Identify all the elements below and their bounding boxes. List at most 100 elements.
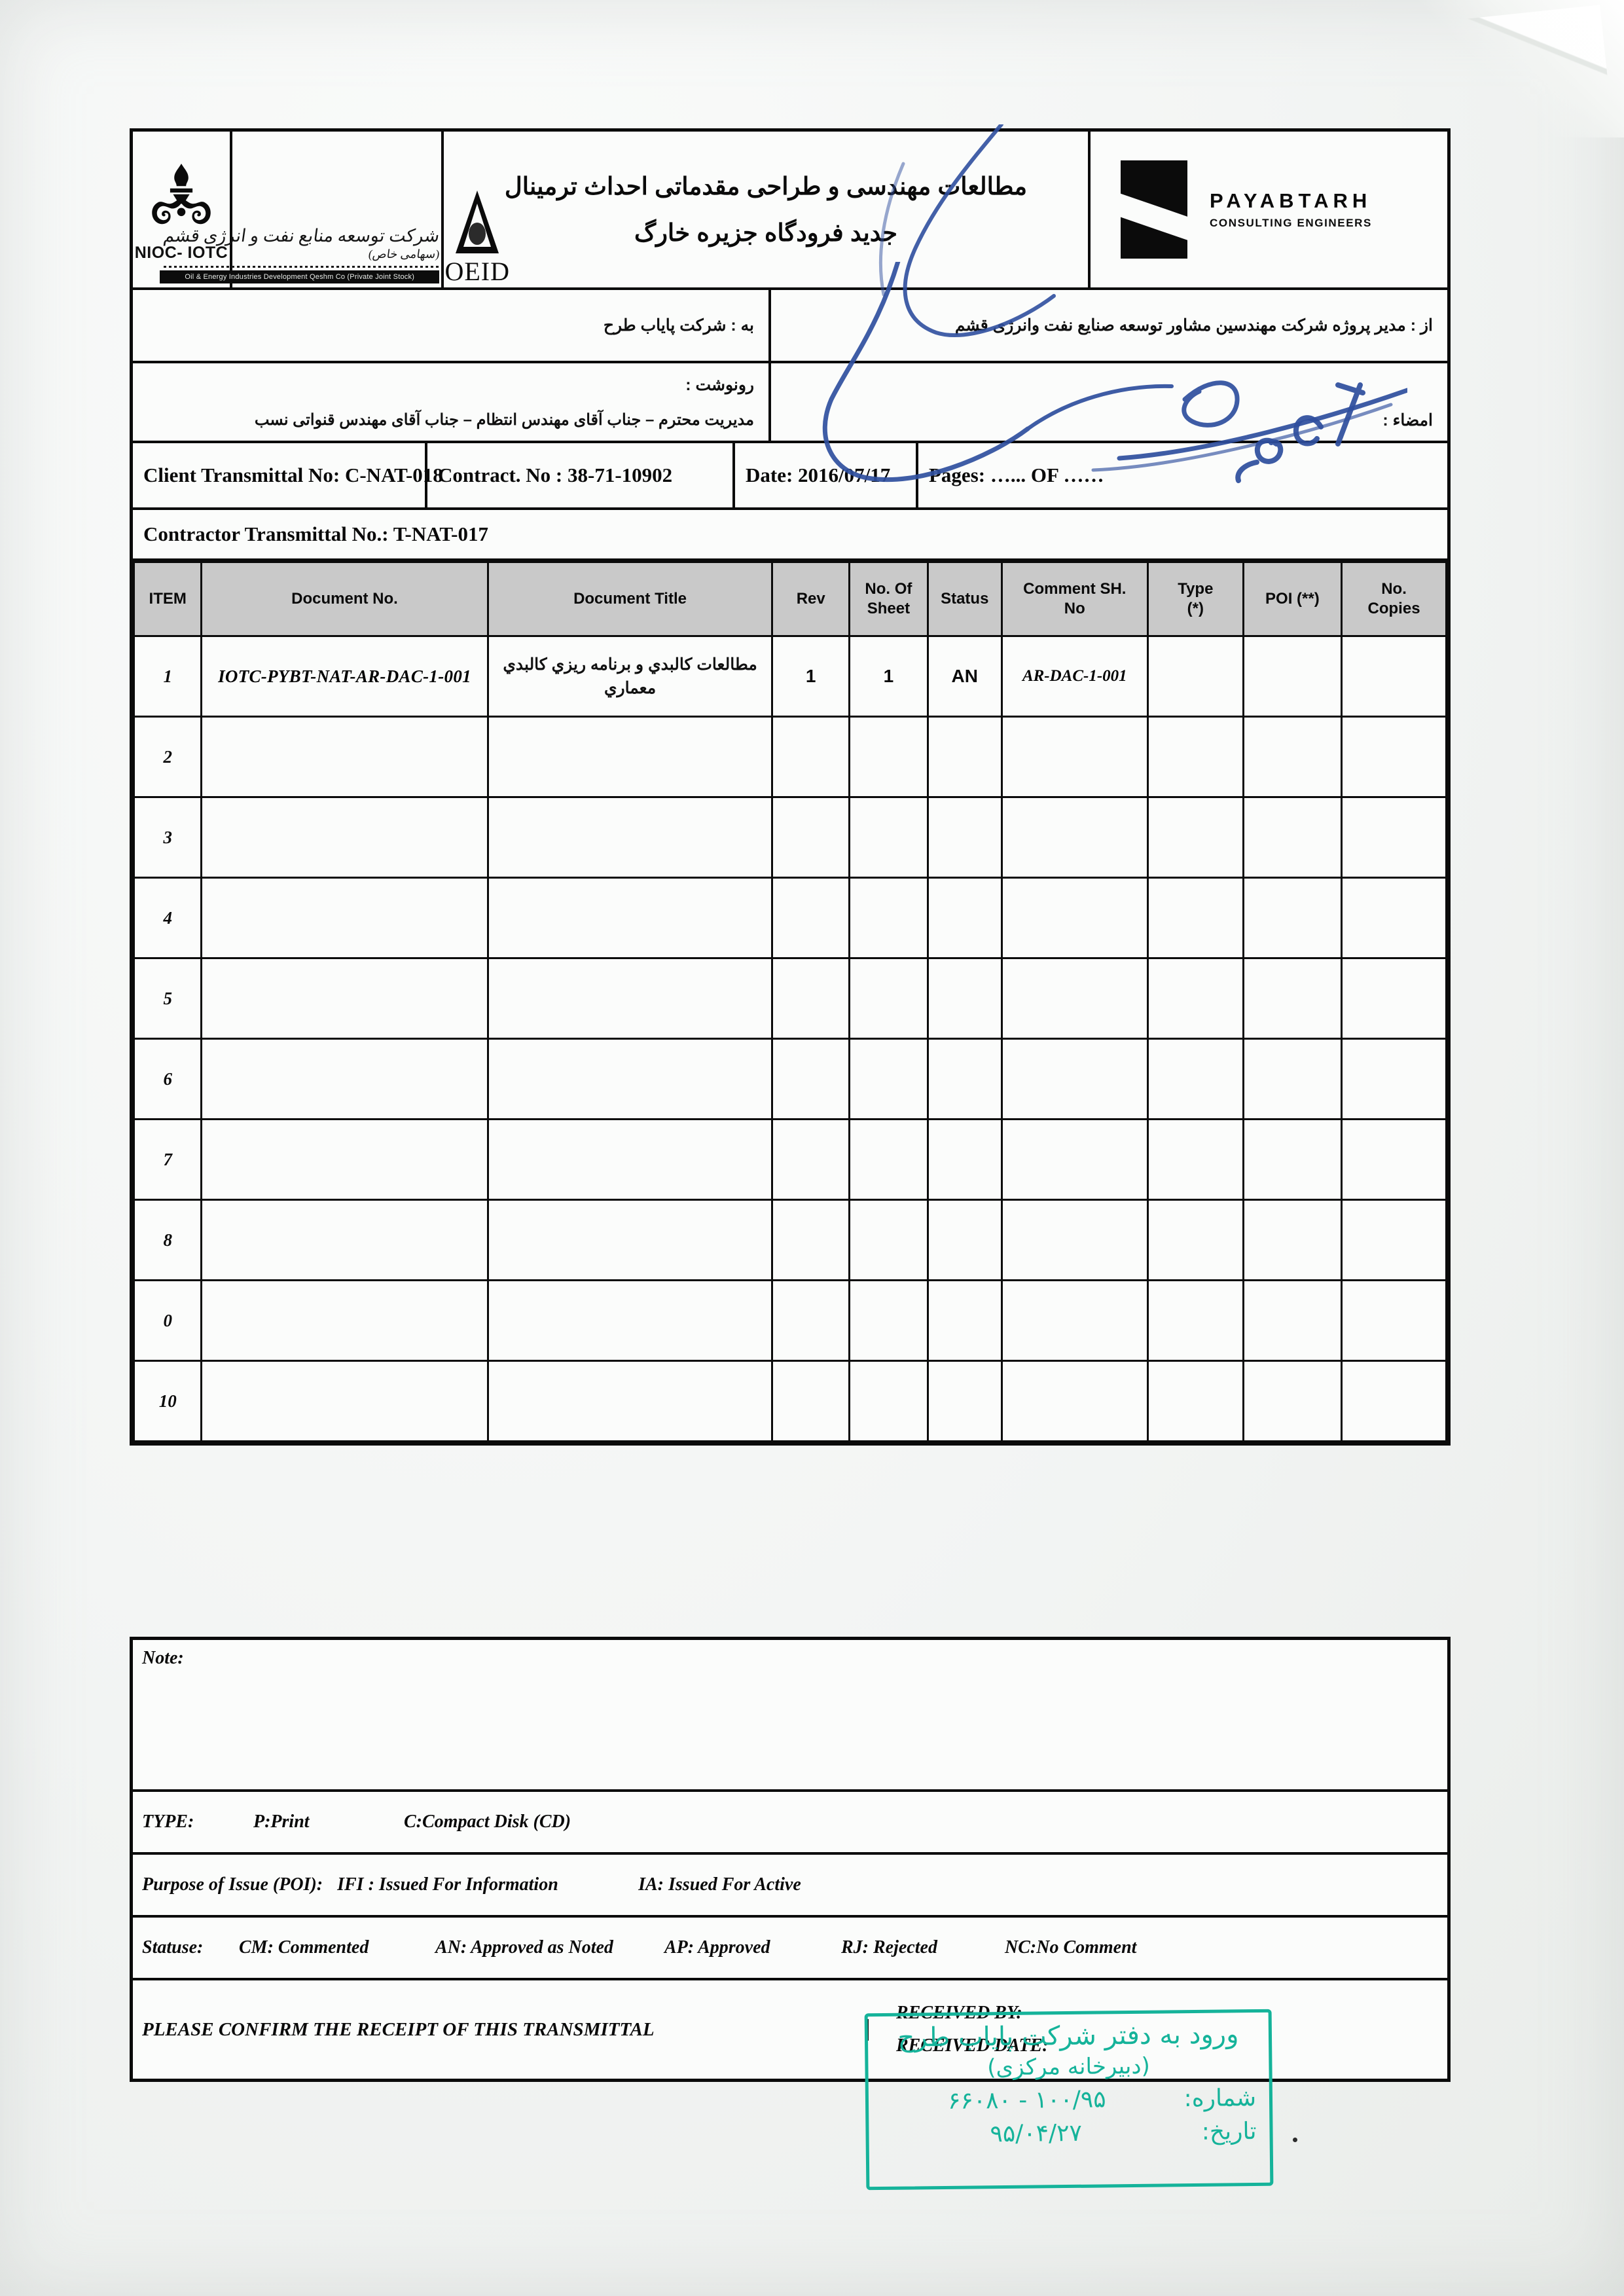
- cell-doc-title: [486, 796, 774, 879]
- cell-item: 3: [132, 796, 203, 879]
- cell-type: [1146, 1199, 1244, 1281]
- table-header-row: ITEM Document No. Document Title Rev No.…: [132, 561, 1447, 637]
- table-row: 6: [132, 1038, 1447, 1120]
- cell-comment-sh-no: [1000, 1118, 1149, 1201]
- cell-type: [1146, 957, 1244, 1040]
- stamp-date-label: تاریخ:: [1201, 2118, 1257, 2145]
- col-rev: Rev: [771, 561, 850, 637]
- status-cm: CM: Commented: [239, 1937, 369, 1958]
- cell-type: [1146, 877, 1244, 959]
- cell-comment-sh-no: [1000, 716, 1149, 798]
- cell-doc-no: [200, 796, 489, 879]
- stamp-date-value: ۹۵/۰۴/۲۷: [990, 2119, 1083, 2148]
- table-row: 3: [132, 796, 1447, 879]
- oeid-logo-cell: شرکت توسعه منابع نفت و انرژی قشم (سهامی …: [160, 132, 509, 287]
- cell-copies: [1341, 1118, 1447, 1201]
- project-title-cell: مطالعات مهندسی و طراحی مقدماتی احداث ترم…: [444, 132, 1091, 287]
- col-type: Type (*): [1146, 561, 1244, 637]
- transmittal-form: NIOC- IOTC شرکت توسعه منابع نفت و انرژی …: [130, 128, 1451, 1446]
- stamp-line1: ورود به دفتر شرکت پایاب طرح: [897, 2019, 1239, 2053]
- cell-copies: [1341, 796, 1447, 879]
- cell-doc-title: [486, 957, 774, 1040]
- table-row: 2: [132, 716, 1447, 798]
- cell-status: [926, 1038, 1003, 1120]
- cell-item: 4: [132, 877, 203, 959]
- col-comment-sh-l2: No: [1064, 600, 1085, 617]
- cell-poi: [1242, 1038, 1343, 1120]
- col-status: Status: [926, 561, 1003, 637]
- col-no-of-sheet: No. Of Sheet: [848, 561, 929, 637]
- cell-status: [926, 1199, 1003, 1281]
- cell-doc-title: [486, 877, 774, 959]
- col-document-no: Document No.: [200, 561, 489, 637]
- payabtarh-logo-cell: PAYABTARH CONSULTING ENGINEERS: [1091, 132, 1447, 287]
- pages-field: Pages: …... OF ……: [929, 464, 1104, 486]
- cell-type: [1146, 1279, 1244, 1362]
- cell-rev: [771, 1360, 850, 1442]
- note-row: Note:: [133, 1640, 1447, 1792]
- contractor-transmittal-row: Contractor Transmittal No.: T-NAT-017: [133, 510, 1447, 561]
- col-poi: POI (**): [1242, 561, 1343, 637]
- status-an: AN: Approved as Noted: [435, 1937, 613, 1958]
- type-legend-label: TYPE:: [142, 1812, 194, 1832]
- cell-rev: [771, 1279, 850, 1362]
- oeid-english-name: Oil & Energy Industries Development Qesh…: [160, 270, 440, 283]
- cell-item: 6: [132, 1038, 203, 1120]
- cell-doc-no: IOTC-PYBT-NAT-AR-DAC-1-001: [200, 635, 489, 718]
- cell-copies: [1341, 1279, 1447, 1362]
- signature-field: امضاء :: [771, 363, 1447, 441]
- cell-doc-no: [200, 1038, 489, 1120]
- transmittal-numbers-row: Client Transmittal No: C-NAT-018 Contrac…: [133, 443, 1447, 510]
- receipt-footer-row: PLEASE CONFIRM THE RECEIPT OF THIS TRANS…: [133, 1980, 1447, 2079]
- cell-rev: 1: [771, 635, 850, 718]
- nioc-flame-logo-icon: [152, 163, 211, 224]
- cell-doc-title: [486, 716, 774, 798]
- payabtarh-logo-icon: [1121, 160, 1187, 259]
- poi-legend-row: Purpose of Issue (POI): IFI : Issued For…: [133, 1855, 1447, 1918]
- cell-item: 2: [132, 716, 203, 798]
- nioc-logo-label: NIOC- IOTC: [134, 243, 228, 262]
- col-document-title: Document Title: [486, 561, 774, 637]
- cell-sheets: [848, 1360, 929, 1442]
- cell-item: 7: [132, 1118, 203, 1201]
- cell-copies: [1341, 1199, 1447, 1281]
- project-title-line1: مطالعات مهندسی و طراحی مقدماتی احداث ترم…: [504, 173, 1028, 200]
- cell-poi: [1242, 635, 1343, 718]
- cell-status: [926, 1118, 1003, 1201]
- cell-doc-no: [200, 1118, 489, 1201]
- cc-label: رونوشت :: [685, 375, 754, 394]
- poi-ia: IA: Issued For Active: [638, 1874, 801, 1895]
- oeid-farsi-subtitle: (سهامی خاص): [367, 247, 441, 261]
- cell-poi: [1242, 716, 1343, 798]
- transmittal-date: Date: 2016/07/17: [735, 443, 918, 507]
- status-ap: AP: Approved: [664, 1937, 770, 1958]
- cell-sheets: [848, 1038, 929, 1120]
- col-no-of-sheet-l2: Sheet: [867, 600, 911, 617]
- contractor-transmittal-no: Contractor Transmittal No.: T-NAT-017: [143, 522, 488, 545]
- col-no-of-sheet-l1: No. Of: [865, 580, 912, 598]
- oeid-triangle-logo-icon: [456, 191, 499, 253]
- cell-copies: [1341, 635, 1447, 718]
- cell-doc-no: [200, 1279, 489, 1362]
- cell-status: AN: [926, 635, 1003, 718]
- cell-poi: [1242, 1199, 1343, 1281]
- from-field: از : مدیر پروژه شرکت مهندسین مشاور توسعه…: [954, 316, 1433, 335]
- contract-no: Contract. No : 38-71-10902: [427, 443, 735, 507]
- cc-signature-row: رونوشت : مدیریت محترم – جناب آقای مهندس …: [133, 363, 1447, 443]
- stamp-number-value: ۱۰۰/۹۵ - ۶۶۰۸۰: [947, 2086, 1106, 2115]
- cell-doc-title: [486, 1038, 774, 1120]
- cell-type: [1146, 1118, 1244, 1201]
- cell-doc-title: [486, 1360, 774, 1442]
- cc-value: مدیریت محترم – جناب آقای مهندس انتظام – …: [254, 410, 754, 429]
- cell-status: [926, 957, 1003, 1040]
- nioc-logo-cell: NIOC- IOTC: [133, 132, 232, 287]
- cell-copies: [1341, 1360, 1447, 1442]
- oeid-farsi-name: شرکت توسعه منابع نفت و انرژی قشم: [162, 226, 441, 246]
- cell-status: [926, 1279, 1003, 1362]
- cell-copies: [1341, 877, 1447, 959]
- payabtarh-subtitle: CONSULTING ENGINEERS: [1210, 217, 1372, 229]
- cell-item: 1: [132, 635, 203, 718]
- entry-stamp: ورود به دفتر شرکت پایاب طرح (دبیرخانه مر…: [864, 2009, 1274, 2191]
- cell-status: [926, 716, 1003, 798]
- cell-copies: [1341, 716, 1447, 798]
